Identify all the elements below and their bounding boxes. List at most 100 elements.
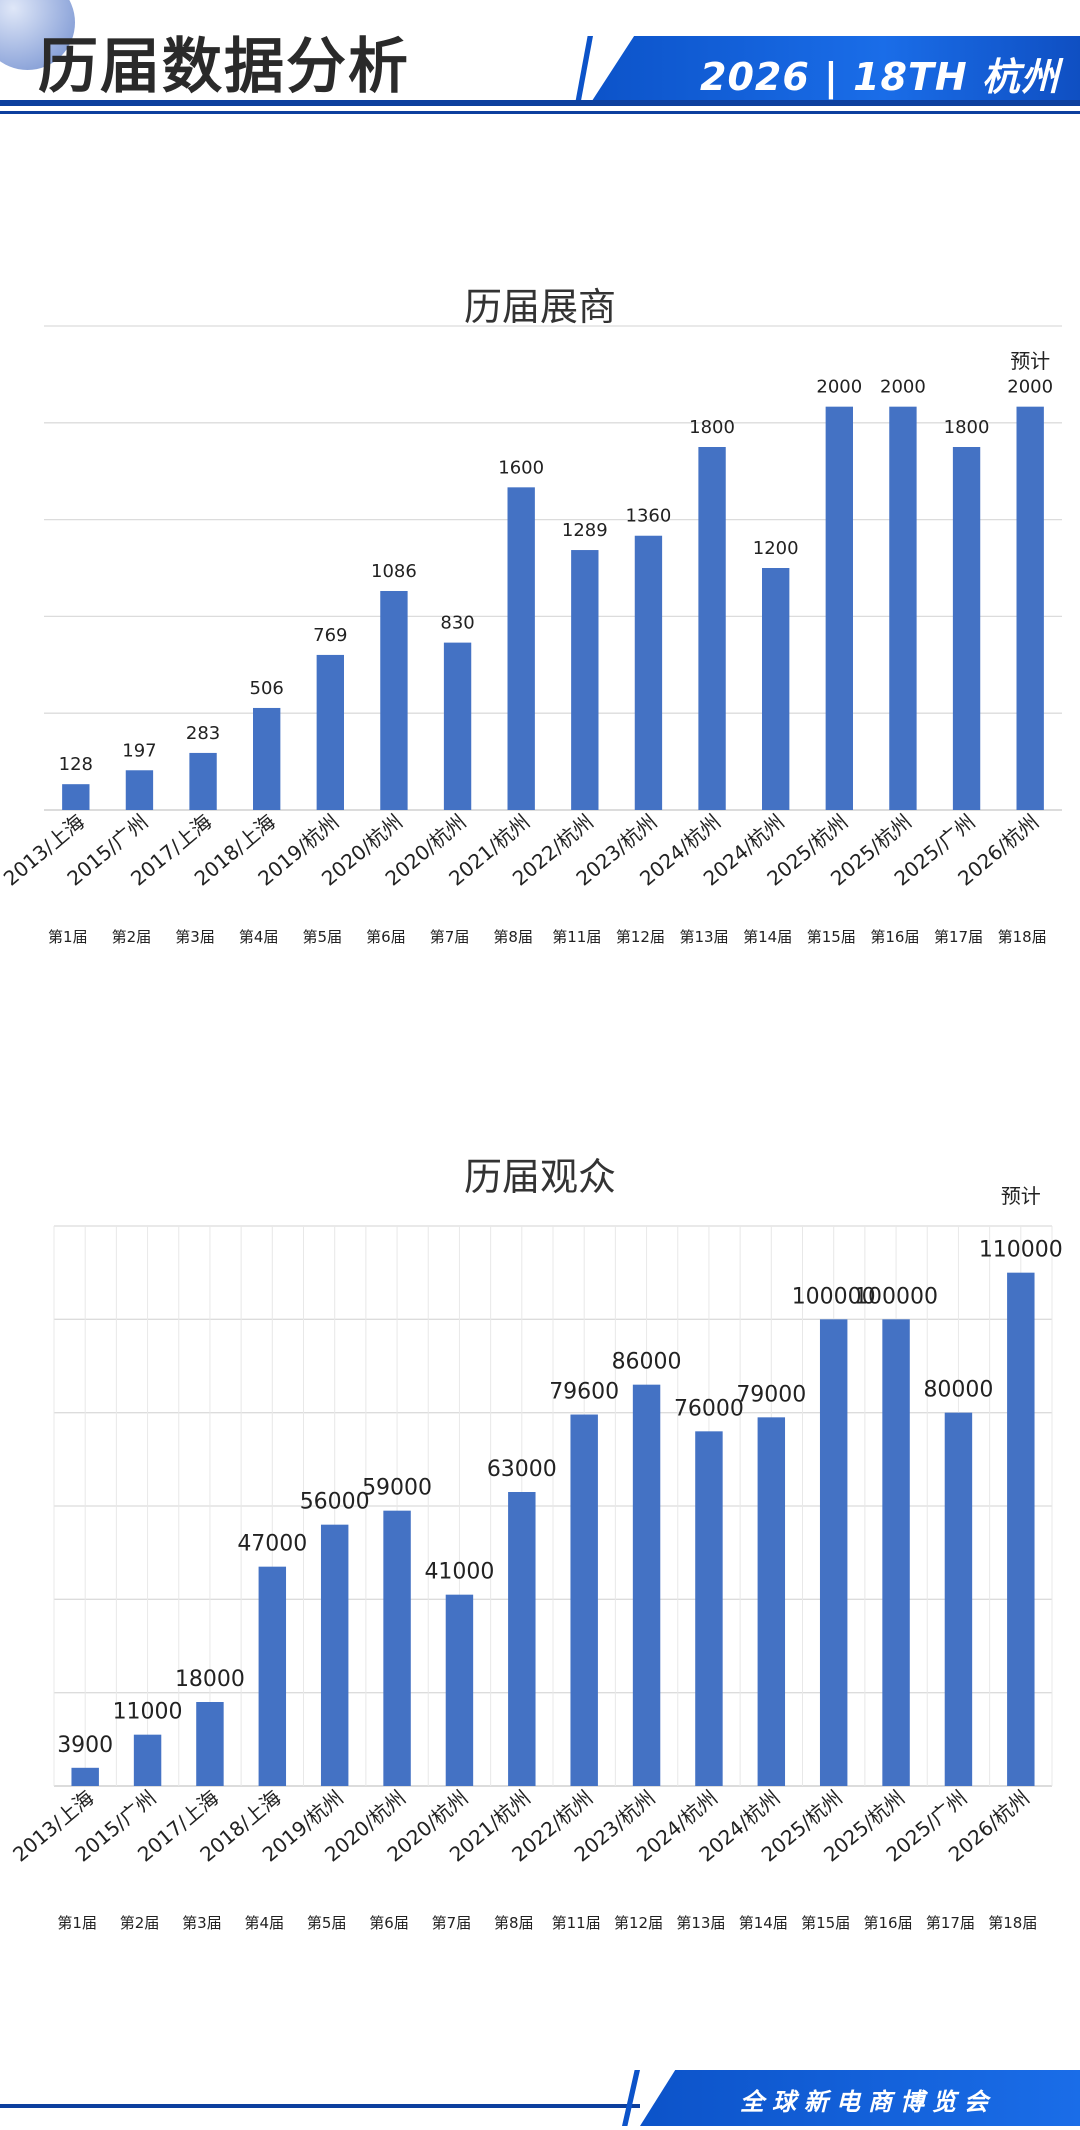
edition-label: 第6届	[369, 1914, 409, 1932]
edition-label: 第11届	[552, 1914, 601, 1932]
forecast-annotation: 预计	[1001, 1184, 1041, 1208]
edition-label: 第16届	[870, 928, 919, 946]
edition-label: 第13届	[680, 928, 729, 946]
bar	[695, 1431, 723, 1786]
data-label: 100000	[854, 1284, 938, 1309]
edition-label: 第3届	[175, 928, 215, 946]
bar	[632, 1384, 661, 1786]
data-label: 1086	[371, 561, 417, 582]
chart-title: 历届展商	[464, 285, 616, 329]
data-label: 1800	[689, 417, 735, 438]
data-label: 2000	[816, 377, 862, 398]
chart-title: 历届观众	[464, 1155, 616, 1199]
bar	[125, 770, 154, 810]
bar	[258, 1566, 287, 1786]
edition-label: 第18届	[998, 928, 1047, 946]
data-label: 1200	[753, 538, 799, 559]
bar	[316, 654, 344, 810]
bar	[889, 406, 917, 810]
header-rule	[0, 100, 1080, 106]
data-label: 1600	[498, 457, 544, 478]
edition-label: 第7届	[430, 928, 470, 946]
data-label: 2000	[1007, 377, 1053, 398]
data-label: 2000	[880, 377, 926, 398]
edition-label: 第8届	[493, 928, 533, 946]
bar	[445, 1594, 474, 1786]
data-label: 110000	[979, 1238, 1063, 1263]
header-band	[590, 36, 1080, 104]
bar	[952, 447, 981, 810]
edition-label: 第5届	[307, 1914, 347, 1932]
bar	[819, 1319, 848, 1786]
data-label: 100000	[792, 1284, 876, 1309]
edition-label: 第18届	[988, 1914, 1037, 1932]
data-label: 79600	[549, 1380, 619, 1405]
edition-label: 第15届	[801, 1914, 850, 1932]
data-label: 63000	[487, 1457, 557, 1482]
page-header: 历届数据分析 2026 | 18TH 杭州站	[0, 0, 1080, 154]
visitors-chart: 历届观众 3900 2013/上海 第1届 11000 2015/广州 第2届 18000 20…	[0, 1150, 1080, 1950]
data-label: 3900	[57, 1733, 113, 1758]
bar	[1016, 406, 1044, 810]
bar	[698, 447, 726, 810]
edition-label: 第11届	[552, 928, 601, 946]
edition-label: 第15届	[807, 928, 856, 946]
header-rule-thin	[0, 111, 1080, 114]
data-label: 506	[250, 678, 284, 699]
edition-label: 第16届	[864, 1914, 913, 1932]
footer-stripe	[622, 2070, 640, 2126]
edition-label: 第6届	[366, 928, 406, 946]
data-label: 283	[186, 723, 220, 744]
edition-label: 第5届	[303, 928, 343, 946]
bar	[507, 487, 535, 810]
footer-band	[640, 2070, 1080, 2126]
data-label: 56000	[300, 1490, 370, 1515]
edition-label: 第14届	[739, 1914, 788, 1932]
data-label: 47000	[237, 1532, 307, 1557]
bar	[443, 642, 472, 810]
edition-label: 第7届	[432, 1914, 472, 1932]
edition-label: 第2届	[120, 1914, 160, 1932]
bar	[380, 590, 408, 810]
bar	[508, 1492, 536, 1786]
data-label: 18000	[175, 1667, 245, 1692]
visitors-chart-svg: 历届观众39002013/上海第1届110002015/广州第2届1800020…	[8, 1155, 1063, 1932]
data-label: 76000	[674, 1396, 744, 1421]
bar	[253, 707, 281, 810]
data-label: 11000	[113, 1700, 183, 1725]
edition-label: 第13届	[676, 1914, 725, 1932]
data-label: 830	[440, 613, 474, 634]
page-title: 历届数据分析	[38, 32, 410, 102]
edition-label: 第17届	[926, 1914, 975, 1932]
bar	[634, 535, 663, 810]
bar	[383, 1510, 411, 1786]
edition-label: 第4届	[245, 1914, 285, 1932]
bar	[757, 1417, 786, 1786]
edition-label: 第2届	[112, 928, 152, 946]
bar	[825, 406, 853, 810]
data-label: 79000	[736, 1382, 806, 1407]
edition-label: 第14届	[743, 928, 792, 946]
data-label: 197	[122, 740, 156, 761]
data-label: 769	[313, 625, 347, 646]
bar	[71, 1767, 99, 1786]
bar	[189, 752, 217, 810]
edition-label: 第1届	[48, 928, 88, 946]
edition-label: 第12届	[616, 928, 665, 946]
forecast-annotation: 预计	[1010, 349, 1050, 373]
header-stripe	[575, 36, 593, 104]
data-label: 1800	[944, 417, 990, 438]
bar	[1007, 1272, 1035, 1786]
edition-label: 第17届	[934, 928, 983, 946]
data-label: 1289	[562, 520, 608, 541]
edition-label: 第8届	[494, 1914, 534, 1932]
bar	[133, 1734, 162, 1786]
data-label: 1360	[626, 506, 672, 527]
exhibitors-chart-svg: 历届展商1282013/上海第1届1972015/广州第2届2832017/上海…	[0, 285, 1062, 946]
page-footer: 全球新电商博览会	[0, 2050, 1080, 2130]
edition-label: 第3届	[182, 1914, 222, 1932]
bar	[882, 1319, 910, 1786]
data-label: 128	[59, 754, 93, 775]
bar	[762, 568, 790, 810]
bar	[196, 1702, 224, 1786]
